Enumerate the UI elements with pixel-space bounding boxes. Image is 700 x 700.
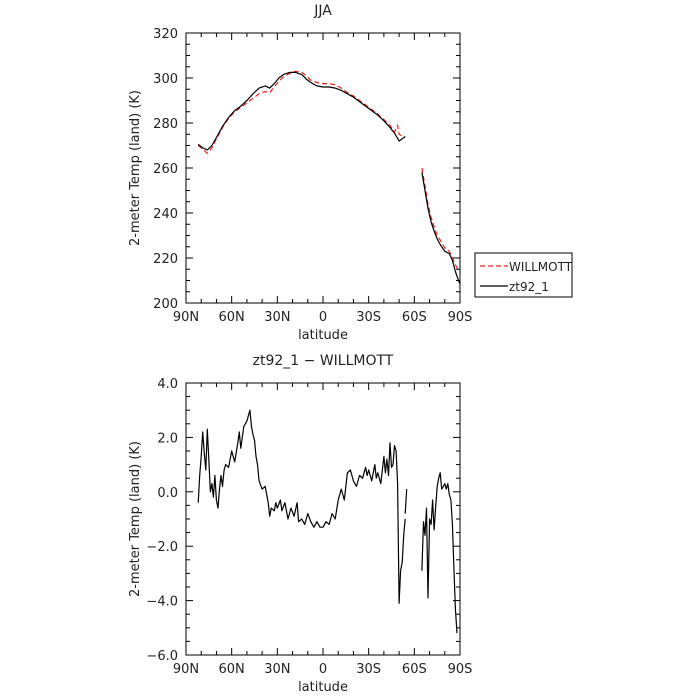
panel2-x-tick-label: 60N	[219, 662, 245, 677]
panel1-y-axis-label: 2-meter Temp (land) (K)	[128, 90, 143, 246]
panel1-x-tick-label: 0	[319, 310, 327, 325]
panel2-x-tick-label: 90S	[448, 662, 473, 677]
panel1-y-tick-label: 280	[153, 117, 178, 132]
panel1-x-tick-label: 90N	[173, 310, 199, 325]
panel2-y-axis-label: 2-meter Temp (land) (K)	[128, 441, 143, 597]
panel2-y-tick-label: 0.0	[157, 486, 178, 501]
panel2-x-tick-label: 90N	[173, 662, 199, 677]
panel2-y-tick-label: 4.0	[157, 377, 178, 392]
panel1-legend-label: WILLMOTT	[509, 260, 573, 274]
panel1-x-tick-label: 60N	[219, 310, 245, 325]
panel2-y-tick-label: −4.0	[146, 595, 178, 610]
panel2-y-tick-label: −2.0	[146, 540, 178, 555]
panel1-x-tick-label: 30S	[356, 310, 381, 325]
panel1-x-tick-label: 90S	[448, 310, 473, 325]
panel1-x-tick-label: 60S	[402, 310, 427, 325]
panel2-series-line-diff	[197, 409, 406, 604]
panel2-plot-frame	[185, 382, 461, 656]
panel1-legend-box	[474, 252, 573, 298]
panel2-x-tick-label: 60S	[402, 662, 427, 677]
panel2-title: zt92_1 − WILLMOTT	[253, 353, 394, 369]
panel1-y-tick-label: 200	[153, 297, 178, 312]
panel2-x-tick-label: 0	[319, 662, 327, 677]
panel2-x-axis-label: latitude	[298, 680, 348, 695]
panel2-x-tick-label: 30S	[356, 662, 381, 677]
panel1-legend-label: zt92_1	[509, 280, 549, 294]
panel2-y-tick-label: 2.0	[157, 431, 178, 446]
panel2-series-line-diff	[421, 472, 458, 634]
panel1-y-tick-label: 320	[153, 27, 178, 42]
panel1-series-line-zt92-1	[421, 172, 461, 285]
panel1-series-line-zt92-1	[197, 71, 406, 151]
panel2-x-tick-label: 30N	[264, 662, 290, 677]
panel1-title: JJA	[313, 3, 332, 19]
panel1-y-tick-label: 240	[153, 207, 178, 222]
panel1-x-tick-label: 30N	[264, 310, 290, 325]
panel1-x-axis-label: latitude	[298, 328, 348, 343]
panel1-plot-frame	[185, 32, 461, 304]
panel2-y-tick-label: −6.0	[146, 649, 178, 664]
panel2-series-line-diff	[404, 489, 408, 514]
panel1-series-line-willmott	[421, 167, 460, 271]
panel1-y-tick-label: 300	[153, 72, 178, 87]
panel1-series-line-willmott	[197, 70, 406, 154]
panel1-y-tick-label: 220	[153, 252, 178, 267]
panel1-y-tick-label: 260	[153, 162, 178, 177]
